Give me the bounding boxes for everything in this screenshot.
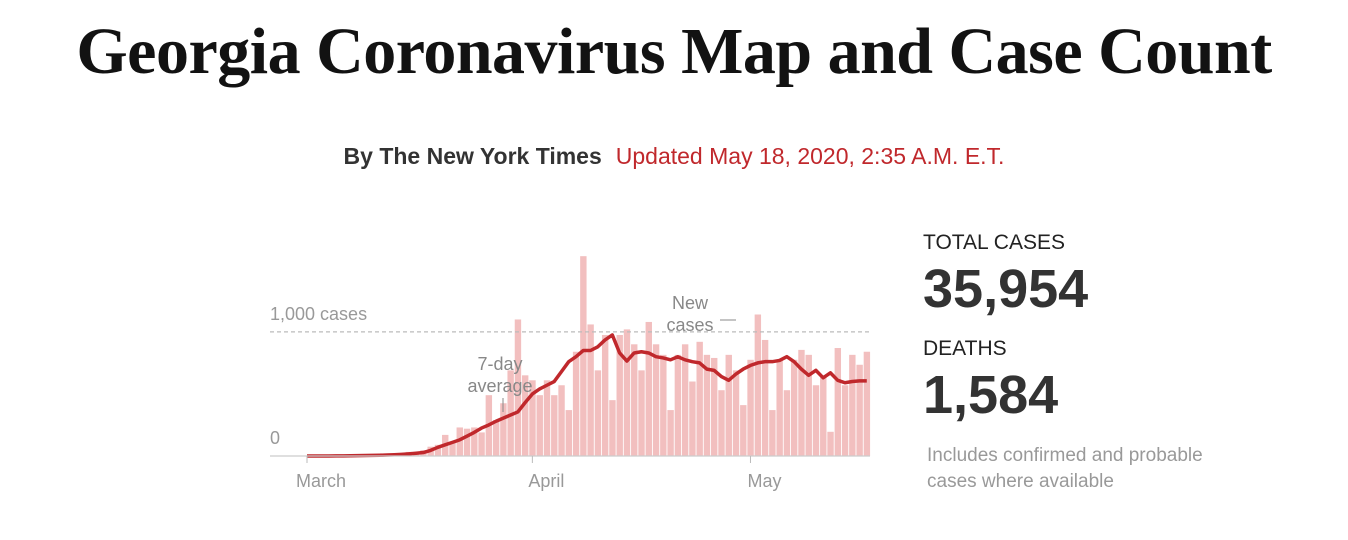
- bar: [492, 420, 500, 456]
- bar: [529, 380, 536, 456]
- x-tick-label: April: [528, 471, 564, 491]
- bar: [827, 431, 834, 456]
- bar: [812, 385, 820, 456]
- average-line: [307, 333, 867, 458]
- chart: 0 1,000 cases March April May: [270, 256, 871, 491]
- stat-label: DEATHS: [923, 337, 1007, 360]
- bar: [820, 375, 827, 456]
- bar: [463, 428, 471, 456]
- stat-label: TOTAL CASES: [923, 231, 1065, 254]
- bar: [754, 314, 762, 456]
- bar: [601, 334, 609, 456]
- bar: [449, 442, 456, 456]
- bar: [434, 444, 442, 456]
- bar: [471, 427, 478, 456]
- bar: [514, 319, 522, 456]
- bar: [565, 410, 573, 456]
- new-cases-label: New cases: [666, 293, 714, 335]
- bar: [580, 256, 587, 456]
- bar: [776, 359, 783, 456]
- bar: [638, 370, 645, 456]
- bar: [543, 380, 551, 456]
- bar: [769, 410, 776, 456]
- bar: [863, 351, 871, 456]
- bar: [572, 351, 580, 456]
- bar: [841, 385, 849, 456]
- average-label: 7-day average: [467, 354, 533, 396]
- y-tick-label: 0: [270, 428, 280, 448]
- bar: [674, 354, 682, 456]
- bar: [623, 329, 631, 456]
- bar: [631, 344, 638, 456]
- bar: [500, 403, 507, 456]
- bar: [732, 370, 740, 456]
- bar: [594, 370, 602, 456]
- bar: [645, 321, 652, 456]
- bar: [696, 341, 703, 456]
- bar: [790, 359, 798, 456]
- bar: [740, 405, 747, 456]
- bar: [711, 357, 718, 456]
- bar: [667, 410, 674, 456]
- bar: [478, 432, 485, 456]
- bar: [783, 390, 791, 456]
- x-tick-label: May: [747, 471, 781, 491]
- bar: [703, 354, 711, 456]
- note: Includes confirmed and probable cases wh…: [927, 445, 1203, 492]
- bar: [681, 344, 689, 456]
- bar: [849, 354, 856, 456]
- bar: [718, 390, 725, 456]
- bar: [558, 385, 565, 456]
- updated: Updated May 18, 2020, 2:35 A.M. E.T.: [615, 143, 1005, 169]
- y-tick-label: 1,000 cases: [270, 304, 367, 324]
- bar: [761, 339, 769, 456]
- bar: [652, 344, 660, 456]
- bar: [798, 349, 805, 456]
- stat-value: 1,584: [923, 365, 1059, 425]
- stat-value: 35,954: [923, 259, 1089, 319]
- x-tick-label: March: [296, 471, 346, 491]
- bar: [834, 348, 842, 456]
- bar: [747, 359, 754, 456]
- bar: [536, 395, 543, 456]
- byline-row: By The New York Times Updated May 18, 202…: [0, 143, 1348, 170]
- bar: [725, 354, 732, 456]
- bar: [587, 324, 594, 456]
- bar: [805, 354, 812, 456]
- bar: [689, 381, 696, 456]
- bar: [609, 400, 616, 456]
- bar: [522, 375, 529, 456]
- byline: By The New York Times: [343, 143, 602, 169]
- bar: [856, 364, 863, 456]
- bar: [616, 334, 623, 456]
- page-title: Georgia Coronavirus Map and Case Count: [76, 15, 1272, 88]
- bar: [456, 427, 463, 456]
- bar: [551, 395, 558, 456]
- bar: [660, 354, 667, 456]
